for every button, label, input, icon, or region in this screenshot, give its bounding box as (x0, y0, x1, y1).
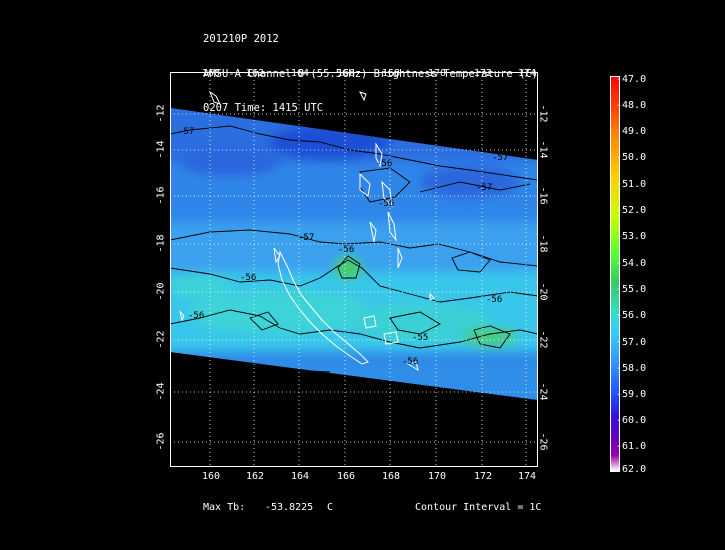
contour-label-group: -57 -57 -57 -57 -56 -56 -56 -56 -55 -56 … (178, 127, 508, 367)
contour-label: -56 (376, 159, 392, 169)
colorbar-label: -54.0 (616, 258, 647, 269)
title-line-1: 201210P 2012 (203, 33, 279, 45)
contour-label: -56 (402, 357, 418, 367)
y-tick-label: -18 (155, 234, 167, 253)
x-tick-label: 170 (428, 68, 447, 79)
colorbar-label: -48.0 (616, 100, 647, 111)
y-tick-label: -22 (537, 330, 549, 349)
colorbar-label: -52.0 (616, 205, 647, 216)
x-tick-label: 166 (337, 471, 356, 482)
colorbar-label: -60.0 (616, 415, 647, 426)
contour-label: -57 (178, 127, 194, 137)
x-tick-label: 170 (428, 471, 447, 482)
colorbar-gradient (610, 76, 620, 472)
max-tb-unit: C (327, 502, 334, 513)
map-plot: -57 -57 -57 -57 -56 -56 -56 -56 -55 -56 … (170, 72, 538, 467)
x-tick-label: 160 (202, 471, 221, 482)
contour-label: -55 (412, 333, 428, 343)
contour-label: -56 (338, 245, 354, 255)
y-tick-label: -12 (155, 104, 167, 123)
y-tick-label: -26 (155, 432, 167, 451)
colorbar-label: -55.0 (616, 284, 647, 295)
x-tick-label: 172 (474, 68, 493, 79)
contour-interval: Contour Interval = 1C (415, 502, 542, 513)
y-tick-label: -14 (155, 140, 167, 159)
y-tick-label: -14 (537, 140, 549, 159)
colorbar-label: -61.0 (616, 441, 647, 452)
y-ticks-left: -12 -14 -16 -18 -20 -22 -24 -26 (156, 72, 170, 467)
colorbar-label: -57.0 (616, 337, 647, 348)
y-tick-label: -16 (155, 186, 167, 205)
colorbar-label: -51.0 (616, 179, 647, 190)
max-tb-value: -53.8225 (265, 502, 314, 513)
y-ticks-right: -12 -14 -16 -18 -20 -22 -24 -26 (538, 72, 552, 467)
y-tick-label: -16 (537, 186, 549, 205)
max-tb-label: Max Tb: (203, 502, 246, 513)
x-tick-label: 174 (518, 68, 537, 79)
colorbar-label: -62.0 (616, 464, 647, 475)
x-ticks-top-row: 160 162 164 166 168 170 172 174 (170, 68, 538, 80)
y-tick-label: -22 (155, 330, 167, 349)
x-tick-label: 168 (382, 68, 401, 79)
colorbar-label: -47.0 (616, 74, 647, 85)
x-tick-label: 162 (246, 471, 265, 482)
contour-label: -56 (188, 311, 204, 321)
colorbar-label: -49.0 (616, 126, 647, 137)
contour-label: -57 (476, 183, 492, 193)
colorbar-label: -59.0 (616, 389, 647, 400)
y-tick-label: -20 (537, 282, 549, 301)
contour-label: -56 (240, 273, 256, 283)
x-tick-label: 164 (291, 471, 310, 482)
x-tick-label: 168 (382, 471, 401, 482)
colorbar-label: -58.0 (616, 363, 647, 374)
y-tick-label: -24 (155, 382, 167, 401)
contour-label: -57 (492, 153, 508, 163)
colorbar-label: -53.0 (616, 231, 647, 242)
x-tick-label: 166 (337, 68, 356, 79)
y-tick-label: -26 (537, 432, 549, 451)
plot-frame (170, 72, 538, 467)
x-tick-label: 164 (291, 68, 310, 79)
x-ticks-bottom-row: 160 162 164 166 168 170 172 174 (170, 471, 538, 483)
y-tick-label: -24 (537, 382, 549, 401)
colorbar-label: -50.0 (616, 152, 647, 163)
x-tick-label: 174 (518, 471, 537, 482)
title-line-2: AMSU-A Channel 8 (55.5GHz) Brightness Te… (203, 67, 539, 80)
colorbar: -47.0 -48.0 -49.0 -50.0 -51.0 -52.0 -53.… (604, 70, 684, 475)
contour-label: -56 (378, 199, 394, 209)
x-tick-label: 160 (202, 68, 221, 79)
x-tick-label: 162 (246, 68, 265, 79)
contour-label: -56 (486, 295, 502, 305)
coastlines (179, 90, 435, 372)
y-tick-label: -18 (537, 234, 549, 253)
y-tick-label: -12 (537, 104, 549, 123)
lat-lon-grid (170, 72, 538, 467)
colorbar-label: -56.0 (616, 310, 647, 321)
contour-label: -57 (298, 233, 314, 243)
title-line-3: 0207 Time: 1415 UTC (203, 102, 324, 114)
y-tick-label: -20 (155, 282, 167, 301)
x-tick-label: 172 (474, 471, 493, 482)
